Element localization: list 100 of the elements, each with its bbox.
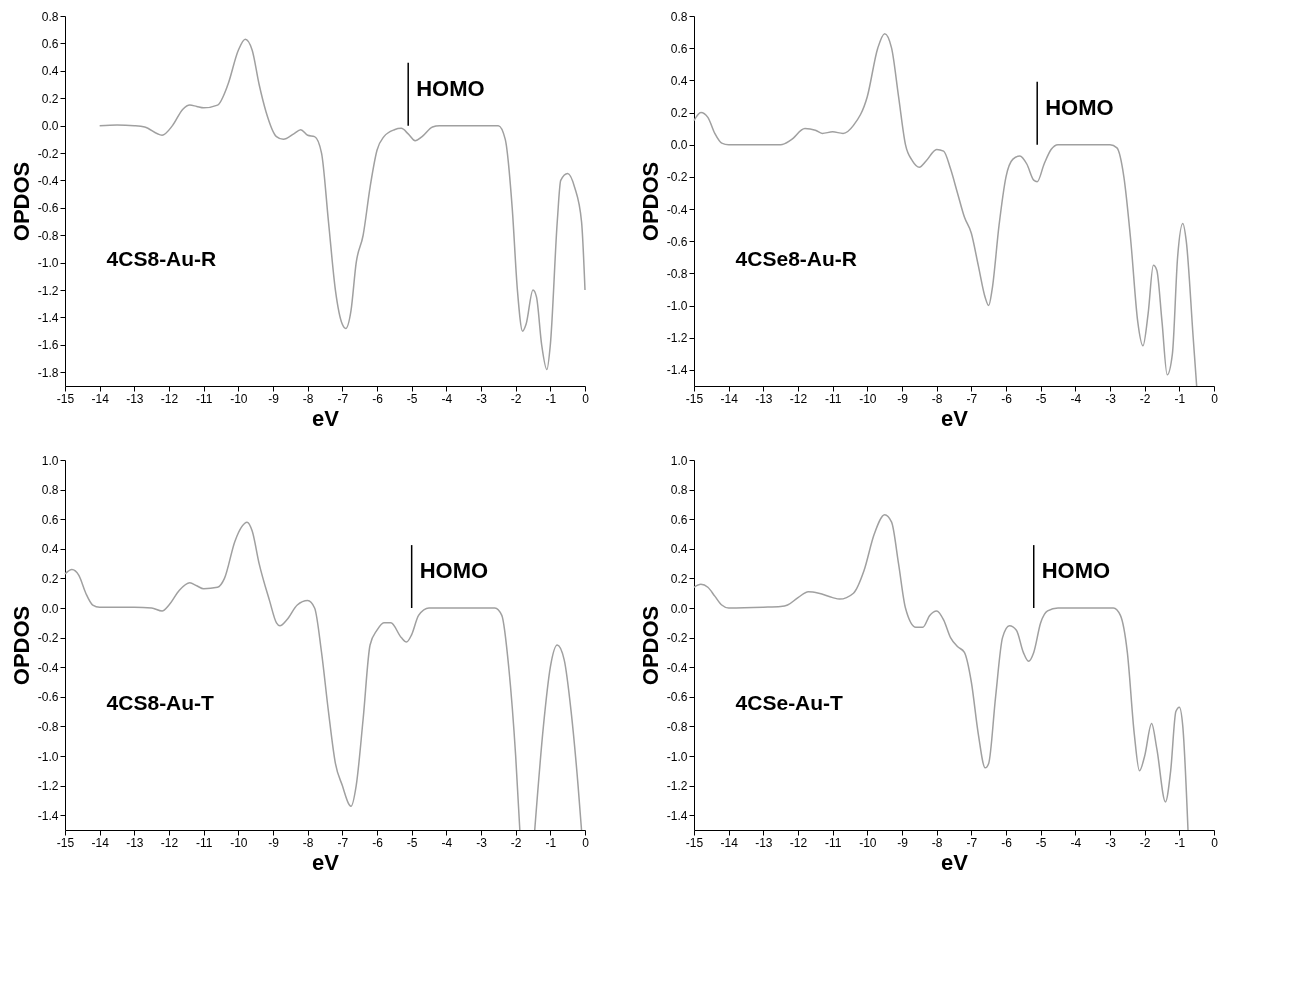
y-tick-label: 0.6 — [670, 512, 688, 527]
y-tick-label: -0.6 — [37, 201, 59, 216]
y-tick-label: -0.8 — [37, 719, 59, 734]
x-tick-label: -2 — [1139, 835, 1151, 850]
x-tick-label: -12 — [789, 391, 808, 406]
x-tick-label: 0 — [582, 835, 590, 850]
y-tick-label: 0.8 — [670, 9, 688, 24]
line-series — [693, 514, 1189, 831]
x-tick-label: -10 — [859, 391, 877, 406]
x-tick-label: -10 — [859, 835, 877, 850]
ref-line-label: HOMO — [1041, 558, 1111, 583]
y-tick-label: 0.2 — [670, 571, 688, 586]
y-tick-label: -1.4 — [666, 808, 688, 823]
y-tick-label: -0.4 — [37, 660, 59, 675]
x-tick-label: -4 — [441, 835, 453, 850]
y-tick-label: 1.0 — [670, 453, 688, 468]
x-tick-label: -11 — [195, 391, 213, 406]
y-tick-label: -1.6 — [37, 338, 59, 353]
y-tick-label: 0.8 — [670, 483, 688, 498]
y-tick-label: -1.0 — [37, 256, 59, 271]
x-tick-label: -9 — [268, 835, 280, 850]
y-tick-label: -1.4 — [37, 310, 59, 325]
x-tick-label: -8 — [931, 835, 943, 850]
x-axis-title: eV — [941, 405, 969, 431]
annotation: 4CSe8-Au-R — [735, 247, 857, 271]
x-tick-label: -14 — [91, 835, 110, 850]
x-tick-label: -13 — [126, 835, 144, 850]
y-tick-label: 0.6 — [670, 41, 688, 56]
x-tick-label: -3 — [476, 835, 488, 850]
x-tick-label: -12 — [160, 391, 179, 406]
x-tick-label: -8 — [302, 835, 314, 850]
y-tick-label: -0.8 — [666, 719, 688, 734]
y-tick-label: -1.2 — [666, 331, 688, 346]
y-axis-title: OPDOS — [8, 161, 34, 242]
x-tick-label: -7 — [966, 391, 978, 406]
y-tick-label: 0.2 — [41, 91, 59, 106]
x-tick-label: -15 — [56, 835, 75, 850]
x-tick-label: -3 — [1105, 391, 1117, 406]
y-tick-label: -1.8 — [37, 365, 59, 380]
x-tick-label: -10 — [230, 835, 248, 850]
y-tick-label: -1.0 — [666, 299, 688, 314]
x-tick-label: -6 — [372, 835, 384, 850]
y-axis-title: OPDOS — [637, 161, 663, 242]
y-tick-label: 0.8 — [41, 9, 59, 24]
x-tick-label: 0 — [582, 391, 590, 406]
y-tick-label: -1.2 — [666, 779, 688, 794]
y-tick-label: -1.4 — [666, 363, 688, 378]
x-tick-label: -1 — [545, 835, 557, 850]
ref-line-label: HOMO — [419, 558, 489, 583]
x-axis-title: eV — [312, 849, 340, 875]
y-tick-label: -0.6 — [37, 690, 59, 705]
x-tick-label: -13 — [126, 391, 144, 406]
x-tick-label: -1 — [545, 391, 557, 406]
y-tick-label: -0.4 — [37, 173, 59, 188]
x-axis-title: eV — [312, 405, 340, 431]
x-tick-label: -2 — [1139, 391, 1151, 406]
x-tick-label: -5 — [1035, 391, 1047, 406]
y-axis-title: OPDOS — [637, 605, 663, 686]
x-tick-label: -15 — [56, 391, 75, 406]
annotation: 4CS8-Au-T — [106, 691, 215, 715]
x-tick-label: -13 — [755, 835, 773, 850]
y-tick-label: -0.2 — [37, 631, 59, 646]
x-tick-label: -11 — [824, 835, 842, 850]
x-tick-label: -6 — [372, 391, 384, 406]
x-tick-label: -4 — [1070, 835, 1082, 850]
y-tick-label: 0.0 — [670, 138, 688, 153]
y-tick-label: -1.0 — [37, 749, 59, 764]
x-tick-label: 0 — [1211, 391, 1219, 406]
x-tick-label: -1 — [1174, 835, 1186, 850]
x-tick-label: -4 — [441, 391, 453, 406]
x-tick-label: -9 — [268, 391, 280, 406]
x-tick-label: -2 — [510, 391, 522, 406]
y-tick-label: 0.2 — [41, 571, 59, 586]
x-tick-label: -11 — [195, 835, 213, 850]
x-tick-label: -12 — [160, 835, 179, 850]
y-tick-label: 0.4 — [670, 73, 688, 88]
x-tick-label: -4 — [1070, 391, 1082, 406]
y-tick-label: 0.2 — [670, 106, 688, 121]
y-tick-label: -0.2 — [666, 170, 688, 185]
x-tick-label: -8 — [931, 391, 943, 406]
x-tick-label: -1 — [1174, 391, 1186, 406]
y-tick-label: -1.4 — [37, 808, 59, 823]
x-tick-label: -7 — [337, 835, 349, 850]
x-tick-label: -10 — [230, 391, 248, 406]
y-tick-label: 0.6 — [41, 36, 59, 51]
x-tick-label: -15 — [685, 835, 704, 850]
annotation: 4CSe-Au-T — [735, 691, 844, 715]
y-axis-title: OPDOS — [8, 605, 34, 686]
line-series — [693, 32, 1198, 387]
x-tick-label: 0 — [1211, 835, 1219, 850]
y-tick-label: 0.6 — [41, 512, 59, 527]
y-tick-label: -0.6 — [666, 234, 688, 249]
y-tick-label: -0.2 — [37, 146, 59, 161]
y-tick-label: 0.0 — [41, 119, 59, 134]
line-series — [98, 38, 586, 371]
x-tick-label: -9 — [897, 391, 909, 406]
y-tick-label: -1.2 — [37, 283, 59, 298]
y-tick-label: -0.4 — [666, 202, 688, 217]
x-tick-label: -7 — [337, 391, 349, 406]
x-tick-label: -3 — [476, 391, 488, 406]
